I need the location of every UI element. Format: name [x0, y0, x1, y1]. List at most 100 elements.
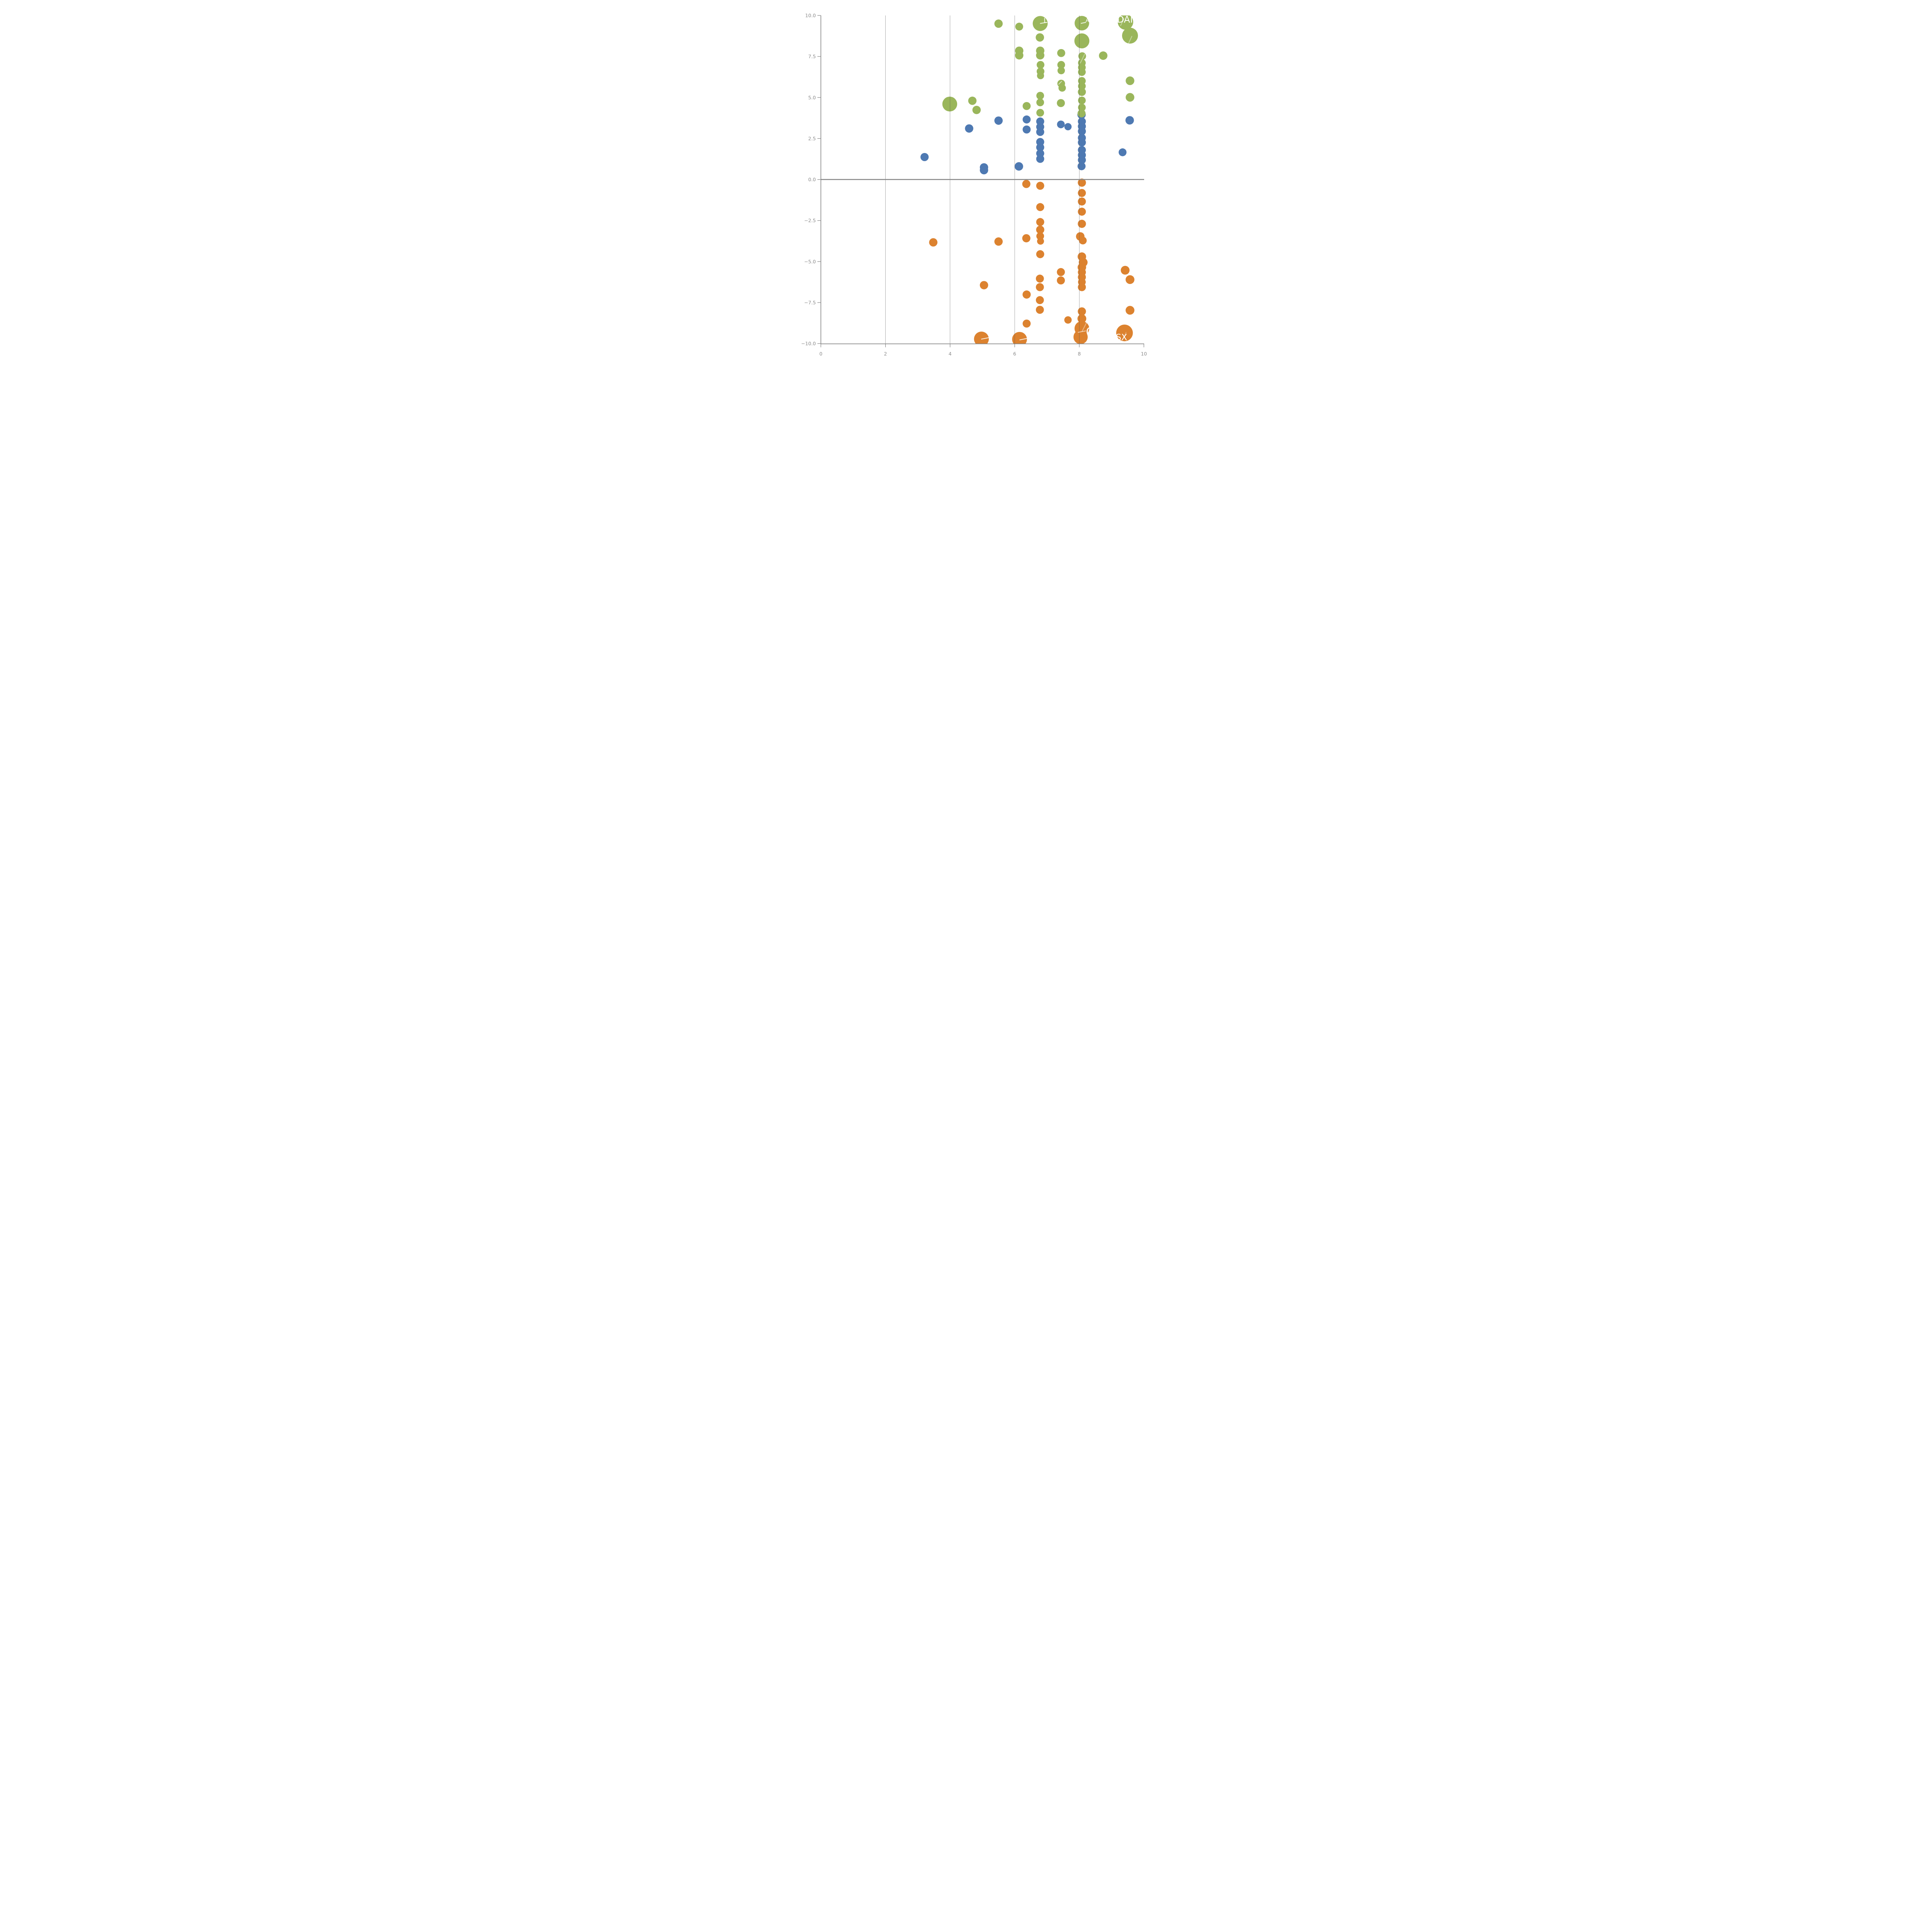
group-green-point — [1036, 99, 1044, 107]
group-orange-point — [1036, 232, 1044, 240]
group-green-point — [1022, 102, 1031, 110]
group-blue-point — [1036, 143, 1044, 151]
group-orange-point — [1126, 306, 1134, 315]
group-green-point — [1057, 61, 1065, 69]
group-green-point — [1058, 84, 1066, 92]
group-orange-point — [1022, 234, 1031, 243]
group-orange-point — [1064, 316, 1072, 324]
group-orange-point — [1036, 250, 1044, 259]
group-orange-point — [1036, 182, 1044, 190]
group-blue-point — [1036, 128, 1044, 136]
group-orange-point — [929, 238, 938, 247]
group-green-point — [1036, 92, 1044, 100]
group-orange-point — [1036, 306, 1044, 314]
group-orange-point — [1078, 197, 1086, 206]
group-green-point — [1036, 109, 1044, 117]
group-orange-point — [1057, 276, 1065, 285]
annotation-layer: L A DAN G SX — [981, 14, 1137, 342]
group-orange-point — [1078, 179, 1086, 187]
group-orange-point — [1078, 207, 1086, 216]
annotation-leader-line — [1058, 81, 1062, 85]
group-blue-point — [980, 166, 988, 175]
y-tick-label: −2.5 — [804, 218, 816, 223]
group-orange-point — [1073, 330, 1088, 344]
y-tick-label: −10.0 — [801, 341, 816, 347]
group-orange-point — [980, 281, 988, 289]
group-orange-point — [1037, 238, 1044, 245]
group-blue-point — [1014, 162, 1023, 171]
x-tick-label: 8 — [1078, 351, 1081, 357]
figure: L A DAN G SX 0 2 4 6 8 10 10.0 7.5 5.0 2.5 0.0 −2.5 −5.0… — [773, 0, 1159, 386]
group-green-point — [1074, 33, 1090, 49]
group-green-point — [942, 97, 957, 112]
group-orange-point — [1036, 203, 1044, 211]
group-green-point — [1078, 104, 1086, 112]
group-green-point — [994, 19, 1003, 28]
group-blue — [920, 111, 1134, 175]
group-green-point — [1126, 76, 1134, 85]
group-orange-point — [1022, 320, 1031, 328]
group-blue-point — [1078, 156, 1086, 164]
x-tick-label: 2 — [884, 351, 887, 357]
group-green-point — [1078, 52, 1086, 60]
group-green-point — [1122, 27, 1138, 44]
group-green-point — [1078, 96, 1086, 104]
annotation-leader-line — [1040, 22, 1047, 24]
group-green-point — [1117, 15, 1133, 30]
group-blue-point — [1078, 138, 1086, 147]
y-tick-label: −5.0 — [804, 259, 816, 264]
group-orange-point — [974, 332, 989, 344]
bubble-label: SX — [1116, 332, 1128, 342]
group-blue-point — [965, 124, 973, 133]
group-orange-point — [1078, 219, 1086, 228]
bubble-label: A — [1086, 18, 1089, 24]
group-blue-point — [1022, 115, 1031, 124]
group-orange-point — [1036, 296, 1044, 304]
group-green-point — [1099, 51, 1108, 60]
annotation-leader-line — [1120, 18, 1124, 26]
group-green-point — [1037, 72, 1044, 80]
y-tick-label: 7.5 — [808, 54, 816, 60]
y-tick-label: 0.0 — [808, 177, 816, 182]
group-orange-point — [1078, 283, 1086, 291]
bubble-label: DAN — [1117, 14, 1137, 25]
group-blue-point — [1119, 148, 1127, 156]
bubble-chart: L A DAN G SX 0 2 4 6 8 10 10.0 7.5 5.0 2.5 0.0 −2.5 −5.0… — [801, 12, 1147, 357]
y-tick-label: 5.0 — [808, 95, 816, 100]
group-green-point — [1057, 99, 1065, 107]
group-green-point — [1057, 49, 1065, 57]
group-orange-point — [1036, 225, 1044, 234]
group-blue-point — [1036, 155, 1044, 163]
group-orange-point — [1036, 274, 1044, 283]
group-green-point — [1078, 82, 1086, 90]
x-tick-label: 6 — [1013, 351, 1016, 357]
group-green — [942, 15, 1138, 117]
group-green-point — [1015, 51, 1024, 60]
y-tick-label: 10.0 — [805, 12, 816, 18]
group-green-point — [1015, 22, 1023, 31]
group-orange-point — [1126, 275, 1134, 284]
group-blue-point — [1077, 162, 1086, 170]
group-orange-point — [1036, 283, 1044, 291]
group-green-point — [1036, 61, 1044, 69]
x-tick-label: 4 — [949, 351, 952, 357]
group-blue-point — [920, 153, 929, 162]
group-orange-point — [1077, 314, 1087, 323]
annotation-leader-line — [1078, 330, 1086, 333]
group-orange-point — [1079, 236, 1087, 245]
group-blue-point — [1125, 116, 1134, 125]
group-blue-point — [1078, 127, 1086, 136]
group-green-point — [968, 97, 977, 105]
group-orange-point — [994, 237, 1003, 246]
x-tick-label: 0 — [819, 351, 822, 357]
annotation-leader-line — [1123, 332, 1127, 338]
group-orange-point — [1022, 290, 1031, 299]
y-tick-label: 2.5 — [808, 136, 816, 141]
group-green-point — [1036, 51, 1044, 60]
group-orange — [929, 179, 1134, 344]
group-green-point — [1057, 67, 1065, 75]
annotation-leader-line — [1128, 36, 1133, 45]
group-green-point — [1077, 109, 1086, 117]
group-green-point — [1078, 88, 1086, 96]
group-orange-point — [1012, 332, 1027, 344]
